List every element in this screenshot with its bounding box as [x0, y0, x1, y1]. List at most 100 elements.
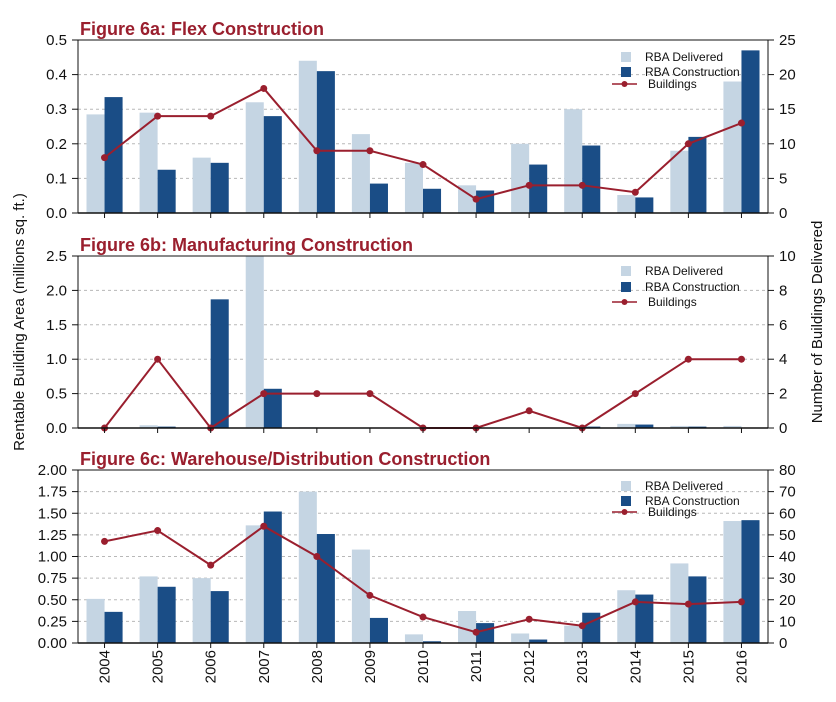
y-tick-label: 2.00 — [38, 462, 67, 479]
bar-rba-construction — [423, 641, 442, 643]
panel-title: Figure 6b: Manufacturing Construction — [80, 235, 413, 255]
legend-label-buildings: Buildings — [648, 505, 697, 519]
buildings-point — [419, 161, 427, 169]
y-tick-label: 1.5 — [46, 317, 67, 334]
bar-rba-construction — [316, 534, 335, 643]
bar-rba-construction — [635, 197, 654, 213]
x-tick-label: 2013 — [574, 650, 591, 683]
x-tick-label: 2010 — [415, 650, 432, 683]
legend-label-buildings: Buildings — [648, 77, 697, 91]
bar-rba-construction — [263, 116, 282, 213]
bar-rba-delivered — [139, 576, 158, 643]
y2-tick-label: 0 — [779, 635, 787, 652]
x-tick-label: 2005 — [150, 650, 167, 683]
bar-rba-construction — [157, 169, 176, 213]
x-tick-label: 2006 — [203, 650, 220, 683]
bar-rba-delivered — [86, 598, 105, 643]
y-tick-label: 0.25 — [38, 613, 67, 630]
buildings-point — [101, 154, 109, 162]
buildings-point — [684, 355, 692, 363]
buildings-point — [154, 527, 162, 535]
x-tick-label: 2004 — [97, 650, 114, 683]
buildings-point — [631, 390, 639, 398]
bar-rba-delivered — [458, 610, 477, 643]
buildings-point — [366, 591, 374, 599]
buildings-point — [260, 390, 268, 398]
y2-tick-label: 30 — [779, 570, 796, 587]
bar-rba-delivered — [192, 578, 211, 643]
buildings-point — [631, 598, 639, 606]
y-tick-label: 0.4 — [46, 67, 67, 84]
bar-rba-delivered — [723, 425, 742, 428]
buildings-point — [525, 615, 533, 623]
buildings-point — [525, 407, 533, 415]
bar-rba-delivered — [86, 114, 105, 213]
buildings-point — [525, 181, 533, 189]
legend-swatch-rba-delivered — [621, 266, 631, 276]
panel-1: 0.0 0.1 0.2 0.3 0.4 0.5 0 5 10 15 20 25 Figure 6a: F… — [46, 19, 796, 222]
buildings-point — [260, 84, 268, 92]
bar-rba-delivered — [458, 185, 477, 213]
bar-rba-delivered — [670, 425, 689, 428]
y-axis-right-label: Number of Buildings Delivered — [809, 221, 826, 424]
bar-rba-construction — [369, 617, 388, 643]
bar-rba-delivered — [139, 425, 158, 428]
legend-label-rba-construction: RBA Construction — [645, 494, 740, 508]
buildings-point — [684, 600, 692, 608]
y2-tick-label: 10 — [779, 613, 796, 630]
x-tick-label: 2014 — [627, 650, 644, 683]
y-tick-label: 0.0 — [46, 420, 67, 437]
y2-tick-label: 20 — [779, 67, 796, 84]
y2-tick-label: 6 — [779, 317, 787, 334]
panel-2: 0.0 0.5 1.0 1.5 2.0 2.5 0 2 4 6 8 10 Figure 6b: Manu… — [46, 235, 796, 437]
legend-label-rba-construction: RBA Construction — [645, 280, 740, 294]
bar-rba-delivered — [245, 256, 264, 428]
buildings-point — [101, 537, 109, 545]
bar-rba-delivered — [351, 549, 370, 643]
buildings-point — [631, 188, 639, 196]
buildings-point — [313, 390, 321, 398]
bar-rba-construction — [316, 71, 335, 213]
bar-rba-construction — [529, 164, 548, 213]
panel-title: Figure 6a: Flex Construction — [80, 19, 324, 39]
legend-label-buildings: Buildings — [648, 295, 697, 309]
bar-rba-construction — [476, 190, 495, 213]
y-tick-label: 0.1 — [46, 170, 67, 187]
y2-tick-label: 10 — [779, 248, 796, 265]
x-tick-label: 2009 — [362, 650, 379, 683]
bar-rba-delivered — [617, 195, 636, 213]
buildings-point — [472, 628, 480, 636]
bar-rba-delivered — [723, 521, 742, 643]
bar-rba-delivered — [298, 60, 317, 214]
bar-rba-construction — [635, 424, 654, 428]
bar-rba-delivered — [404, 634, 423, 643]
y2-tick-label: 50 — [779, 527, 796, 544]
y-tick-label: 2.5 — [46, 248, 67, 265]
buildings-point — [737, 119, 745, 127]
y2-tick-label: 60 — [779, 505, 796, 522]
y-tick-label: 0.00 — [38, 635, 67, 652]
buildings-point — [419, 613, 427, 621]
x-tick-label: 2007 — [256, 650, 273, 683]
bar-rba-construction — [635, 594, 654, 643]
bar-rba-construction — [104, 611, 123, 643]
y-tick-label: 1.75 — [38, 484, 67, 501]
x-tick-label: 2012 — [521, 650, 538, 683]
y2-tick-label: 20 — [779, 592, 796, 609]
bar-rba-delivered — [564, 109, 583, 213]
panel-3: 0.00 0.25 0.50 0.75 1.00 1.25 1.50 1.75 2.00 0 10 2… — [38, 449, 796, 683]
legend-label-rba-delivered: RBA Delivered — [645, 479, 723, 493]
bar-rba-construction — [688, 136, 707, 213]
bar-rba-construction — [582, 145, 601, 213]
buildings-point — [366, 390, 374, 398]
bar-rba-construction — [741, 50, 760, 213]
bar-rba-construction — [210, 591, 229, 643]
buildings-point — [578, 622, 586, 630]
bar-rba-construction — [369, 183, 388, 213]
y2-tick-label: 15 — [779, 101, 796, 118]
legend-label-rba-delivered: RBA Delivered — [645, 264, 723, 278]
